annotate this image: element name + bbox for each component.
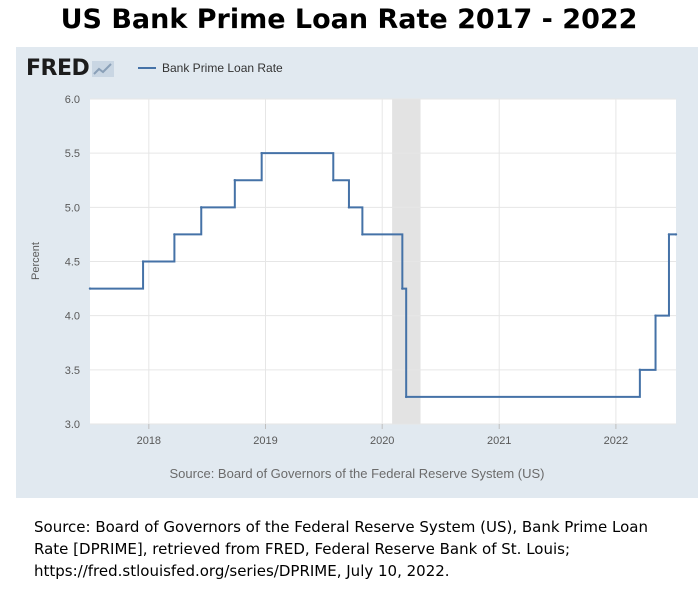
x-tick-label: 2021 bbox=[487, 435, 511, 447]
plot-svg: Percent 3.0 3.5 4.0 4.5 5.0 5.5 6.0 2018 2019 202… bbox=[30, 94, 678, 447]
y-tick-label: 5.0 bbox=[65, 202, 80, 214]
fred-logo: FRED bbox=[26, 56, 115, 81]
legend-label: Bank Prime Loan Rate bbox=[162, 61, 283, 75]
data-point bbox=[347, 206, 351, 209]
y-tick-label: 4.0 bbox=[65, 311, 80, 323]
data-point bbox=[638, 368, 642, 372]
page-title: US Bank Prime Loan Rate 2017 - 2022 bbox=[60, 4, 638, 35]
y-tick-label: 4.5 bbox=[65, 257, 80, 269]
data-point bbox=[404, 395, 408, 399]
x-tick-label: 2019 bbox=[253, 435, 277, 447]
y-tick-label: 3.0 bbox=[65, 419, 80, 431]
data-point bbox=[654, 314, 657, 317]
series-line-0 bbox=[90, 152, 676, 398]
trend-graph-icon bbox=[92, 60, 115, 77]
data-point bbox=[173, 233, 176, 236]
y-tick-label: 5.5 bbox=[65, 148, 80, 160]
x-tick-label: 2018 bbox=[137, 435, 161, 447]
y-tick-label: 6.0 bbox=[65, 94, 80, 106]
data-point bbox=[88, 287, 92, 290]
x-tick-label: 2022 bbox=[604, 435, 628, 447]
data-point bbox=[667, 233, 671, 236]
chart-legend: Bank Prime Loan Rate bbox=[138, 61, 283, 75]
data-point bbox=[361, 233, 364, 236]
data-point bbox=[200, 206, 203, 209]
fred-logo-text: FRED bbox=[26, 56, 90, 81]
data-point bbox=[674, 233, 678, 236]
data-point bbox=[401, 287, 404, 290]
chart-panel: FRED Bank Prime Loan Rate Percent 3.0 3.5… bbox=[16, 47, 698, 498]
y-axis-label: Percent bbox=[30, 242, 42, 280]
data-point bbox=[233, 179, 237, 182]
x-tick-label: 2020 bbox=[370, 435, 394, 447]
chart-source-note: Source: Board of Governors of the Federa… bbox=[169, 466, 545, 481]
y-tick-label: 3.5 bbox=[65, 365, 80, 377]
citation-text: Source: Board of Governors of the Federa… bbox=[34, 518, 648, 580]
legend-swatch bbox=[138, 67, 156, 69]
data-point bbox=[332, 179, 335, 182]
data-point bbox=[260, 151, 263, 155]
data-point bbox=[141, 260, 145, 263]
